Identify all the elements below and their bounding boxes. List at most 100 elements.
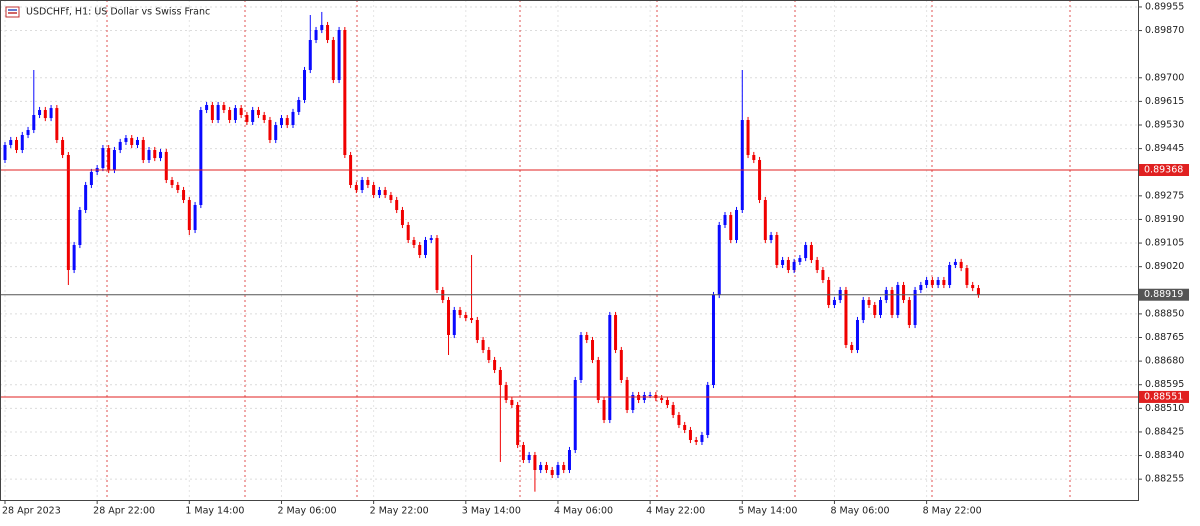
candle-body bbox=[210, 105, 214, 120]
candle-body bbox=[239, 108, 243, 115]
candle-body bbox=[832, 300, 836, 305]
candle-body bbox=[262, 115, 266, 120]
candle-body bbox=[711, 295, 715, 385]
candle-body bbox=[15, 140, 19, 150]
candle-body bbox=[521, 445, 525, 460]
candle-body bbox=[976, 288, 980, 295]
price-label-box bbox=[1139, 288, 1189, 301]
candle-body bbox=[383, 190, 387, 195]
y-tick-label: 0.88680 bbox=[1145, 356, 1184, 367]
symbol-icon bbox=[5, 6, 20, 18]
candle-body bbox=[619, 350, 623, 380]
y-tick-label: 0.89445 bbox=[1145, 143, 1184, 154]
candle-body bbox=[746, 120, 750, 155]
x-tick-label: 4 May 06:00 bbox=[554, 506, 613, 517]
candle-body bbox=[372, 185, 376, 195]
candle-body bbox=[331, 40, 335, 80]
candle-body bbox=[919, 285, 923, 290]
candle-body bbox=[435, 238, 439, 290]
y-tick-label: 0.88425 bbox=[1145, 426, 1184, 437]
candle-body bbox=[216, 105, 220, 120]
candle-body bbox=[879, 300, 883, 315]
candle-body bbox=[458, 310, 462, 315]
candle-body bbox=[66, 155, 70, 270]
candle-body bbox=[821, 270, 825, 280]
candle-body bbox=[700, 435, 704, 442]
candle-body bbox=[596, 360, 600, 400]
x-tick-label: 2 May 06:00 bbox=[277, 506, 336, 517]
candle-body bbox=[907, 300, 911, 325]
candle-body bbox=[176, 185, 180, 190]
axes: 0.89955 0.89870 0.89700 0.89615 0.89530 0.894… bbox=[2, 1, 1184, 516]
candle-body bbox=[452, 310, 456, 335]
candle-body bbox=[395, 200, 399, 210]
candle-body bbox=[182, 190, 186, 200]
candle-body bbox=[49, 108, 53, 119]
candle-body bbox=[487, 350, 491, 360]
y-tick-label: 0.89530 bbox=[1145, 120, 1184, 131]
candle-body bbox=[948, 265, 952, 285]
candle-body bbox=[268, 120, 272, 140]
candle-body bbox=[89, 171, 93, 185]
candle-body bbox=[412, 240, 416, 245]
candle-body bbox=[303, 70, 307, 100]
candle-body bbox=[562, 465, 566, 470]
candle-body bbox=[222, 105, 226, 110]
candle-body bbox=[625, 380, 629, 410]
candle-body bbox=[418, 245, 422, 255]
candle-body bbox=[809, 245, 813, 260]
candle-body bbox=[752, 155, 756, 160]
icon-frame bbox=[5, 6, 20, 18]
candle-body bbox=[297, 100, 301, 112]
candle-body bbox=[735, 210, 739, 240]
candle-body bbox=[873, 305, 877, 315]
candle-body bbox=[228, 110, 232, 120]
candle-body bbox=[827, 280, 831, 305]
candle-body bbox=[567, 450, 571, 470]
candle-body bbox=[256, 110, 260, 115]
price-label: 0.88919 bbox=[1144, 289, 1183, 300]
candle-body bbox=[84, 185, 88, 210]
x-tick-label: 2 May 22:00 bbox=[370, 506, 429, 517]
candle-body bbox=[377, 190, 381, 195]
candle-body bbox=[769, 235, 773, 240]
price-label-box bbox=[1139, 164, 1189, 176]
candle-body bbox=[579, 335, 583, 380]
candle-body bbox=[953, 261, 957, 265]
candle-body bbox=[763, 200, 767, 240]
y-tick-label: 0.89615 bbox=[1145, 96, 1184, 107]
candle-body bbox=[677, 415, 681, 425]
x-tick-label: 4 May 22:00 bbox=[646, 506, 705, 517]
y-tick-label: 0.88595 bbox=[1145, 379, 1184, 390]
candle-body bbox=[631, 395, 635, 410]
candle-body bbox=[936, 280, 940, 285]
candle-body bbox=[804, 245, 808, 259]
y-tick-label: 0.89870 bbox=[1145, 25, 1184, 36]
candle-body bbox=[902, 285, 906, 300]
candle-body bbox=[959, 261, 963, 269]
candle-body bbox=[43, 110, 47, 119]
candle-body bbox=[855, 320, 859, 350]
y-tick-label: 0.88340 bbox=[1145, 450, 1184, 461]
period-separators bbox=[106, 0, 1071, 500]
price-lines: 0.89368 0.88919 0.88551 bbox=[0, 164, 1189, 403]
candle-body bbox=[101, 148, 105, 169]
candle-body bbox=[366, 180, 370, 185]
candle-body bbox=[285, 118, 289, 125]
candle-body bbox=[78, 210, 82, 245]
candle-body bbox=[867, 300, 871, 305]
candle-body bbox=[314, 30, 318, 40]
candle-body bbox=[32, 115, 36, 130]
y-tick-label: 0.89700 bbox=[1145, 72, 1184, 83]
candle-body bbox=[729, 215, 733, 240]
candle-body bbox=[481, 340, 485, 350]
candle-body bbox=[107, 148, 111, 170]
price-label: 0.88551 bbox=[1144, 391, 1183, 402]
candle-body bbox=[913, 290, 917, 325]
price-label-box bbox=[1139, 390, 1189, 403]
candle-body bbox=[665, 400, 669, 405]
candle-body bbox=[493, 360, 497, 370]
candle-body bbox=[343, 30, 347, 155]
candle-body bbox=[141, 140, 145, 160]
candle-body bbox=[389, 195, 393, 200]
